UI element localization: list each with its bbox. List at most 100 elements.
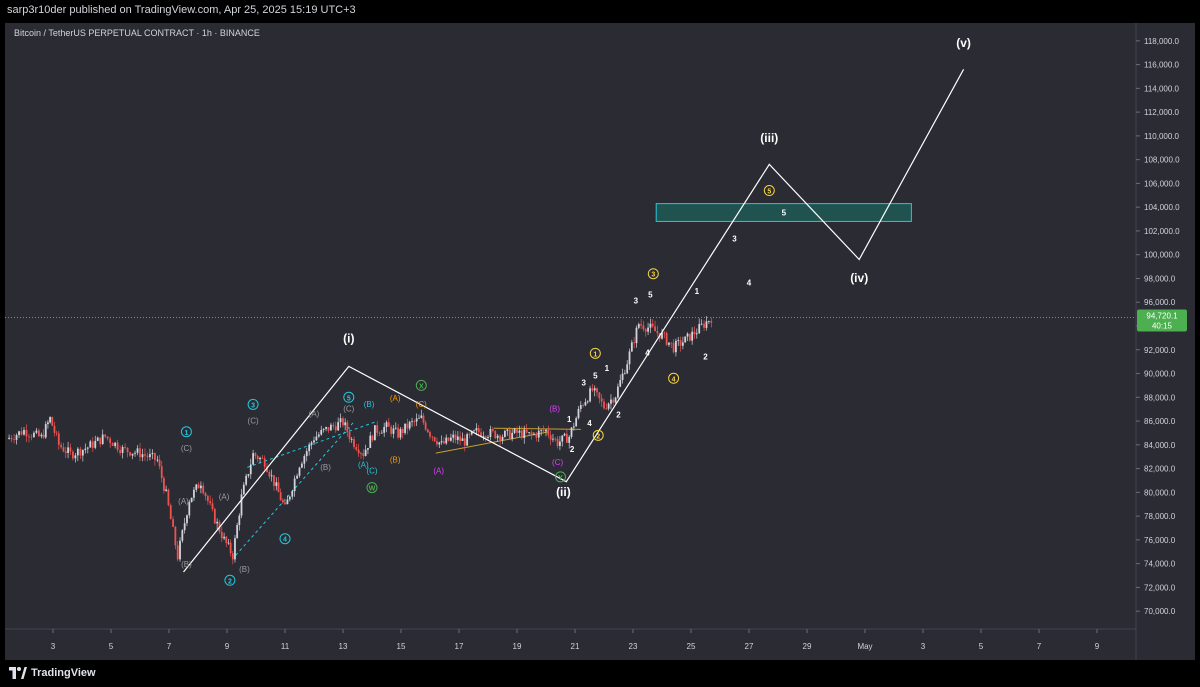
wave-label-text: 2	[596, 433, 600, 440]
candle	[530, 430, 533, 440]
candle	[245, 473, 248, 487]
wave-label-text: Y	[558, 475, 563, 482]
candle	[473, 429, 475, 432]
candle-body	[433, 437, 436, 442]
candle-body	[172, 519, 174, 527]
candle-body	[535, 433, 538, 438]
candle-body	[651, 323, 654, 327]
candle-body	[277, 482, 280, 493]
candle-body	[18, 431, 20, 436]
y-tick-label: 92,000.0	[1144, 346, 1176, 355]
x-tick-label: 3	[51, 642, 56, 651]
candle-body	[575, 418, 578, 427]
candle-body	[330, 424, 332, 431]
x-tick-label: 5	[979, 642, 984, 651]
candle-body	[154, 452, 156, 460]
candle-body	[695, 333, 698, 335]
candle-body	[614, 397, 617, 403]
wave-label-minor: (A)	[219, 492, 230, 501]
candle	[561, 435, 564, 447]
candle-body	[355, 447, 358, 450]
candle-body	[705, 321, 708, 328]
channel-line	[247, 420, 378, 468]
candle	[317, 432, 320, 438]
candle-body	[186, 515, 188, 524]
candle	[413, 419, 416, 427]
candle	[556, 435, 559, 449]
candle-body	[698, 324, 701, 334]
candle	[603, 398, 605, 410]
candle-body	[67, 447, 69, 453]
candle-body	[10, 437, 13, 440]
candle	[84, 443, 87, 454]
candle	[591, 384, 594, 393]
footer-bar: TradingView	[0, 660, 1200, 687]
candle	[511, 429, 514, 442]
wave-label-sub: 1	[567, 415, 572, 424]
candle	[563, 432, 566, 437]
candle-body	[320, 429, 323, 435]
candle	[449, 433, 452, 442]
candle	[516, 426, 518, 438]
candle-body	[364, 449, 367, 456]
candle-body	[240, 494, 243, 516]
candle-body	[279, 492, 282, 501]
candle-body	[482, 436, 485, 438]
candle	[422, 412, 425, 425]
candle	[477, 424, 480, 437]
candle	[364, 444, 367, 457]
y-tick-label: 114,000.0	[1144, 84, 1180, 93]
candle-body	[303, 456, 306, 464]
tradingview-logo[interactable]: TradingView	[9, 667, 96, 679]
y-tick-label: 90,000.0	[1144, 370, 1176, 379]
candle-body	[649, 323, 652, 328]
candle	[42, 429, 45, 439]
candle-body	[99, 437, 102, 445]
candle-body	[129, 452, 131, 456]
candle	[322, 428, 325, 433]
wave-label-sub: 4	[587, 419, 592, 428]
candle	[668, 342, 670, 347]
x-tick-label: 5	[109, 642, 114, 651]
candle-body	[589, 388, 591, 402]
candle-body	[174, 526, 177, 546]
candle	[183, 517, 186, 534]
candle	[443, 437, 445, 445]
wave-label-text: 2	[228, 578, 232, 585]
x-tick-label: 23	[629, 642, 638, 651]
publisher-line: sarp3r10der published on TradingView.com…	[7, 4, 356, 16]
candle	[55, 430, 58, 437]
candle-body	[710, 321, 713, 323]
wave-label-minor: (B)	[549, 405, 560, 414]
chart-area[interactable]: 70,000.0 72,000.0 74,000.0 76,000.0 78,000.0…	[5, 23, 1195, 660]
candle-body	[60, 444, 63, 448]
candle-body	[76, 448, 79, 456]
y-tick-label: 118,000.0	[1144, 37, 1180, 46]
candle-body	[229, 542, 232, 554]
wave-label-text: 5	[767, 189, 771, 196]
x-tick-label: 27	[745, 642, 754, 651]
candle	[554, 437, 557, 442]
candle	[577, 406, 580, 420]
candle	[670, 342, 673, 349]
candle-body	[596, 388, 598, 393]
candle-body	[418, 417, 420, 419]
candle-body	[160, 466, 163, 479]
candle	[303, 454, 306, 469]
wave-label-sub: 3	[732, 235, 737, 244]
candle-body	[245, 475, 248, 485]
candle-body	[231, 553, 234, 560]
tradingview-logo-icon	[9, 667, 27, 679]
candle	[579, 401, 582, 413]
candle-body	[431, 436, 434, 438]
candle	[401, 427, 404, 439]
y-tick-label: 76,000.0	[1144, 536, 1176, 545]
candle	[445, 434, 448, 445]
candle-body	[308, 444, 311, 452]
candle-body	[619, 380, 622, 387]
price-chart[interactable]: 70,000.0 72,000.0 74,000.0 76,000.0 78,000.0…	[5, 23, 1195, 660]
wave-label-circled: Y	[555, 471, 566, 483]
candle	[598, 392, 601, 404]
candle-body	[200, 485, 202, 489]
candle-body	[466, 434, 469, 446]
